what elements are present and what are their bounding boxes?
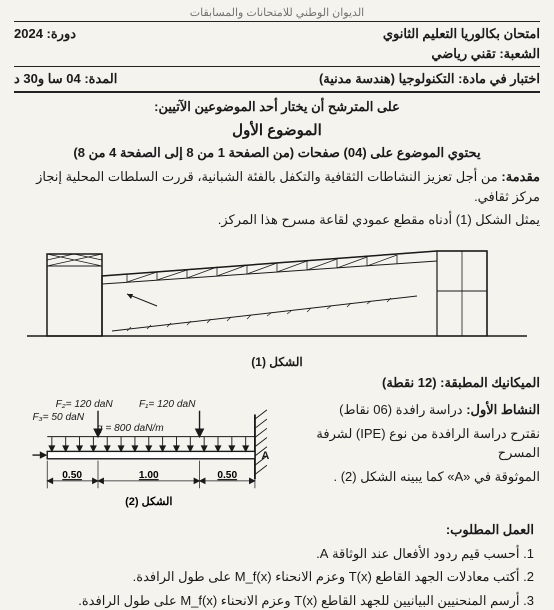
task-3: 3. أرسم المنحنيين البيانيين للجهد القاطع…: [14, 591, 540, 610]
branch: الشعبة: تقني رياضي: [431, 46, 540, 62]
header-row-2: الشعبة: تقني رياضي: [14, 44, 540, 64]
header-row-1: امتحان بكالوريا التعليم الثانوي دورة: 20…: [14, 24, 540, 44]
f3-label: F₃= 50 daN: [32, 412, 84, 423]
duration-value: 04 سا و30 د: [14, 71, 81, 86]
f2-label: F₂= 120 daN: [56, 399, 114, 410]
exam-title: امتحان بكالوريا التعليم الثانوي: [383, 26, 540, 42]
prop-text1: نقترح دراسة الرافدة من نوع (IPE) لشرفة ا…: [306, 424, 540, 463]
header-row-3: اختبار في مادة: التكنولوجيا (هندسة مدنية…: [14, 69, 540, 89]
session-label: دورة:: [47, 26, 77, 41]
tasks-title: العمل المطلوب:: [14, 520, 540, 540]
activity-row: النشاط الأول: دراسة رافدة (06 نقاط) نقتر…: [14, 396, 540, 516]
figure-1: [14, 236, 540, 351]
branch-value: تقني رياضي: [431, 46, 495, 61]
divider: [14, 21, 540, 22]
intro-block: مقدمة: من أجل تعزيز النشاطات الثقافية وا…: [14, 167, 540, 230]
dim-100: 1.00: [139, 470, 159, 481]
point-a: A: [261, 450, 269, 462]
dim-050-right: 0.50: [217, 470, 237, 481]
duration: المدة: 04 سا و30 د: [14, 71, 117, 87]
divider-thick: [14, 91, 540, 93]
f1-label: F₁= 120 daN: [139, 399, 196, 410]
figure-2-label: الشكل (2): [125, 496, 172, 508]
divider: [14, 66, 540, 67]
task-1: 1. أحسب قيم ردود الأفعال عند الوثاقة A.: [14, 544, 540, 564]
tasks-block: العمل المطلوب: 1. أحسب قيم ردود الأفعال …: [14, 520, 540, 610]
figure-2-svg: F₁= 120 daN F₂= 120 daN F₃= 50 daN q = 8…: [18, 396, 298, 516]
session-year: 2024: [14, 26, 43, 41]
figure-2: F₁= 120 daN F₂= 120 daN F₃= 50 daN q = 8…: [18, 396, 298, 516]
top-cut-text: الديوان الوطني للامتحانات والمسابقات: [14, 6, 540, 19]
mechanics-title: الميكانيك المطبقة: (12 نقطة): [14, 373, 540, 393]
muqaddima-text: من أجل تعزيز النشاطات الثقافية والتكفل ب…: [36, 169, 540, 204]
branch-label: الشعبة:: [499, 46, 540, 61]
activity-text-col: النشاط الأول: دراسة رافدة (06 نقاط) نقتر…: [306, 396, 540, 490]
duration-label: المدة:: [84, 71, 117, 86]
figure-1-label: الشكل (1): [14, 355, 540, 369]
activity1-label: النشاط الأول:: [466, 402, 540, 417]
fig1-text: يمثل الشكل (1) أدناه مقطع عمودي لقاعة مس…: [14, 210, 540, 230]
figure-1-svg: [14, 236, 540, 351]
dim-050-left: 0.50: [62, 470, 82, 481]
muqaddima-label: مقدمة:: [501, 169, 540, 184]
topic-title: الموضوع الأول: [14, 121, 540, 139]
subject-value: التكنولوجيا (هندسة مدنية): [319, 71, 455, 86]
mechanics-block: الميكانيك المطبقة: (12 نقطة): [14, 373, 540, 393]
subject-label: اختبار في مادة:: [458, 71, 540, 86]
task-2: 2. أكتب معادلات الجهد القاطع T(x) وعزم ا…: [14, 567, 540, 587]
subject: اختبار في مادة: التكنولوجيا (هندسة مدنية…: [319, 71, 540, 87]
session: دورة: 2024: [14, 26, 76, 42]
prop-text2: الموثوقة في «A» كما يبينه الشكل (2) .: [306, 467, 540, 487]
pages-info: يحتوي الموضوع على (04) صفحات (من الصفحة …: [14, 145, 540, 161]
activity1-text: دراسة رافدة (06 نقاط): [339, 402, 462, 417]
choice-instruction: على المترشح أن يختار أحد الموضوعين الآتي…: [14, 99, 540, 115]
q-label: q = 800 daN/m: [97, 423, 164, 434]
